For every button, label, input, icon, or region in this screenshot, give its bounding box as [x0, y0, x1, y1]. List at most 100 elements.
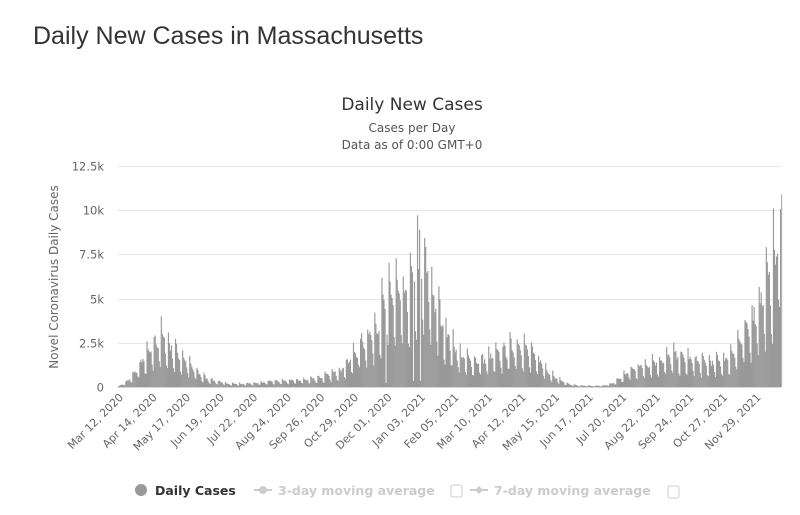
bar-daily-cases[interactable] — [558, 384, 560, 387]
bar-daily-cases[interactable] — [665, 373, 667, 387]
bar-daily-cases[interactable] — [441, 327, 443, 387]
bar-daily-cases[interactable] — [642, 376, 644, 387]
bar-daily-cases[interactable] — [470, 366, 473, 387]
bar-daily-cases[interactable] — [293, 383, 296, 387]
bar-daily-cases[interactable] — [277, 381, 279, 388]
bar-daily-cases[interactable] — [263, 381, 265, 387]
bar-daily-cases[interactable] — [215, 383, 217, 387]
bar-daily-cases[interactable] — [698, 363, 700, 387]
bar-daily-cases[interactable] — [517, 343, 519, 387]
bar-daily-cases[interactable] — [415, 339, 418, 387]
bar-daily-cases[interactable] — [522, 371, 524, 387]
legend-item-daily-cases[interactable]: Daily Cases — [135, 483, 236, 498]
bar-daily-cases[interactable] — [124, 385, 126, 387]
bar-daily-cases[interactable] — [635, 378, 637, 387]
bar-daily-cases[interactable] — [536, 373, 539, 387]
bar-daily-cases[interactable] — [328, 376, 330, 387]
bar-daily-cases[interactable] — [574, 384, 576, 387]
bar-daily-cases[interactable] — [405, 290, 407, 387]
bar-daily-cases[interactable] — [484, 359, 486, 387]
bar-daily-cases[interactable] — [268, 380, 270, 387]
bar-daily-cases[interactable] — [326, 373, 328, 387]
bar-daily-cases[interactable] — [365, 360, 367, 387]
bar-daily-cases[interactable] — [667, 355, 669, 387]
bar-daily-cases[interactable] — [369, 331, 371, 387]
bar-daily-cases[interactable] — [221, 382, 223, 387]
bar-daily-cases[interactable] — [408, 347, 410, 387]
bar-daily-cases[interactable] — [683, 358, 685, 387]
bar-daily-cases[interactable] — [476, 364, 479, 387]
bar-daily-cases[interactable] — [694, 357, 696, 387]
bar-daily-cases[interactable] — [133, 372, 135, 387]
bar-daily-cases[interactable] — [428, 301, 430, 387]
bar-daily-cases[interactable] — [341, 368, 343, 387]
bar-daily-cases[interactable] — [274, 380, 276, 387]
bar-daily-cases[interactable] — [547, 372, 549, 387]
bar-daily-cases[interactable] — [463, 358, 465, 387]
bar-daily-cases[interactable] — [602, 385, 604, 387]
bar-daily-cases[interactable] — [511, 350, 513, 387]
bar-daily-cases[interactable] — [531, 346, 534, 387]
bar-daily-cases[interactable] — [467, 355, 469, 387]
bar-daily-cases[interactable] — [503, 342, 505, 387]
bar-daily-cases[interactable] — [670, 364, 672, 387]
bar-daily-cases[interactable] — [453, 346, 455, 387]
bar-daily-cases[interactable] — [650, 377, 653, 387]
bar-daily-cases[interactable] — [246, 383, 248, 387]
bar-daily-cases[interactable] — [563, 382, 565, 387]
bar-daily-cases[interactable] — [696, 360, 698, 387]
bar-daily-cases[interactable] — [360, 338, 362, 387]
bar-daily-cases[interactable] — [303, 377, 305, 387]
bar-daily-cases[interactable] — [196, 367, 198, 387]
bar-daily-cases[interactable] — [308, 382, 310, 387]
bar-daily-cases[interactable] — [578, 386, 580, 387]
bar-daily-cases[interactable] — [728, 373, 730, 387]
bar-daily-cases[interactable] — [258, 384, 260, 387]
bar-daily-cases[interactable] — [141, 362, 143, 387]
bar-daily-cases[interactable] — [374, 312, 376, 387]
bar-daily-cases[interactable] — [591, 385, 594, 387]
bar-daily-cases[interactable] — [253, 382, 255, 387]
bar-daily-cases[interactable] — [344, 378, 346, 387]
bar-daily-cases[interactable] — [375, 323, 377, 387]
bar-daily-cases[interactable] — [145, 373, 147, 387]
bar-daily-cases[interactable] — [525, 345, 527, 387]
bar-daily-cases[interactable] — [422, 319, 424, 387]
bar-daily-cases[interactable] — [618, 378, 620, 387]
bar-daily-cases[interactable] — [518, 345, 520, 387]
bar-daily-cases[interactable] — [423, 334, 425, 387]
bar-daily-cases[interactable] — [625, 374, 627, 387]
bar-daily-cases[interactable] — [355, 357, 358, 387]
bar-daily-cases[interactable] — [541, 363, 543, 387]
bar-daily-cases[interactable] — [197, 370, 199, 387]
bar-daily-cases[interactable] — [447, 333, 449, 387]
bar-daily-cases[interactable] — [495, 342, 497, 387]
bar-daily-cases[interactable] — [357, 364, 360, 387]
bar-daily-cases[interactable] — [622, 381, 624, 387]
bar-daily-cases[interactable] — [191, 366, 193, 387]
bar-daily-cases[interactable] — [673, 342, 675, 387]
bar-daily-cases[interactable] — [701, 352, 703, 387]
bar-daily-cases[interactable] — [421, 278, 423, 387]
bar-daily-cases[interactable] — [544, 378, 546, 387]
bar-daily-cases[interactable] — [390, 294, 392, 387]
bar-daily-cases[interactable] — [510, 338, 512, 387]
bar-daily-cases[interactable] — [707, 376, 709, 387]
bar-daily-cases[interactable] — [630, 366, 632, 387]
bar-daily-cases[interactable] — [554, 377, 556, 387]
bar-daily-cases[interactable] — [254, 382, 256, 387]
bar-daily-cases[interactable] — [496, 348, 498, 387]
bar-daily-cases[interactable] — [543, 375, 545, 387]
bar-daily-cases[interactable] — [659, 360, 662, 387]
bar-daily-cases[interactable] — [455, 349, 457, 387]
bar-series-daily-cases[interactable] — [118, 194, 783, 388]
bar-daily-cases[interactable] — [338, 367, 340, 387]
bar-daily-cases[interactable] — [138, 377, 140, 387]
bar-daily-cases[interactable] — [697, 361, 699, 387]
bar-daily-cases[interactable] — [180, 371, 182, 387]
bar-daily-cases[interactable] — [352, 342, 355, 387]
bar-daily-cases[interactable] — [556, 378, 558, 387]
bar-daily-cases[interactable] — [752, 320, 754, 387]
bar-daily-cases[interactable] — [505, 356, 507, 387]
bar-daily-cases[interactable] — [335, 375, 337, 387]
